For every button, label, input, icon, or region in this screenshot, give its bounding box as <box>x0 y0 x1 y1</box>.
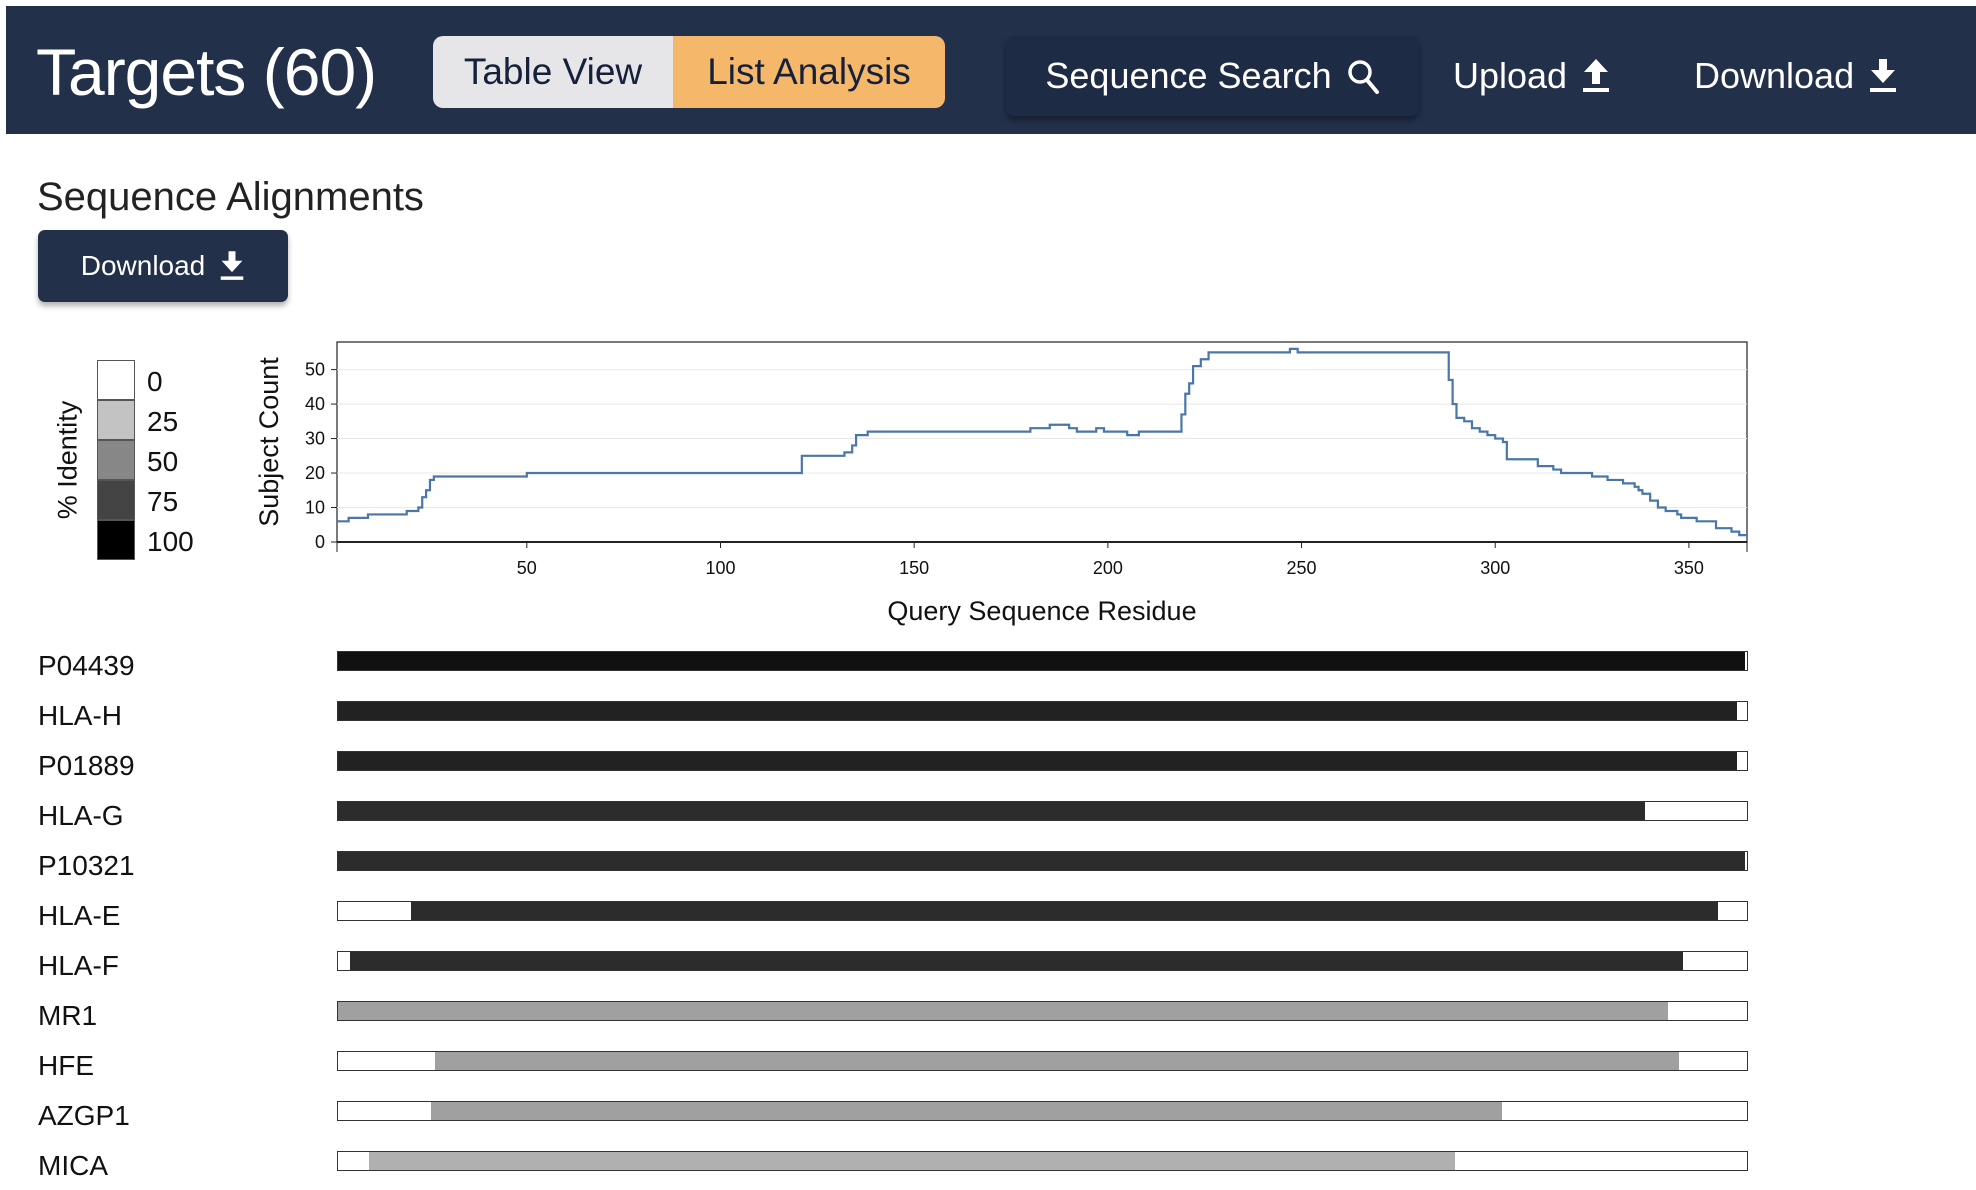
legend-swatch <box>97 520 135 560</box>
alignment-row[interactable]: P10321 <box>0 840 1976 890</box>
alignments-download-label: Download <box>80 250 206 281</box>
alignment-row[interactable]: HLA-H <box>0 690 1976 740</box>
alignment-row-label[interactable]: P01889 <box>38 750 135 781</box>
legend-swatch <box>97 360 135 400</box>
alignment-row[interactable]: HFE <box>0 1040 1976 1090</box>
sequence-search-button[interactable]: Sequence Search <box>1006 36 1419 116</box>
alignment-bar <box>338 802 1645 820</box>
legend-swatch <box>97 400 135 440</box>
alignment-row[interactable]: HLA-G <box>0 790 1976 840</box>
alignment-bar <box>411 902 1719 920</box>
alignment-row[interactable]: MR1 <box>0 990 1976 1040</box>
alignment-track <box>337 901 1748 921</box>
alignment-row-label[interactable]: HLA-H <box>38 700 123 731</box>
x-tick-label: 200 <box>1093 558 1123 578</box>
alignment-track <box>337 1051 1748 1071</box>
alignment-bar <box>338 852 1746 870</box>
y-tick-label: 0 <box>315 532 325 552</box>
x-axis-label: Query Sequence Residue <box>887 596 1196 626</box>
x-tick-label: 350 <box>1674 558 1704 578</box>
alignment-bar <box>338 652 1746 670</box>
alignment-row[interactable]: P01889 <box>0 740 1976 790</box>
y-tick-label: 40 <box>305 394 325 414</box>
alignment-track <box>337 651 1748 671</box>
alignment-bar <box>368 1152 1456 1170</box>
alignment-row[interactable]: HLA-F <box>0 940 1976 990</box>
alignment-bar <box>434 1052 1680 1070</box>
legend-swatch <box>97 440 135 480</box>
alignment-row[interactable]: P04439 <box>0 640 1976 690</box>
alignment-row[interactable]: AZGP1 <box>0 1090 1976 1140</box>
alignment-row-label[interactable]: HFE <box>38 1050 94 1081</box>
legend-label: 50 <box>147 446 179 477</box>
list-analysis-button[interactable]: List Analysis <box>673 36 945 108</box>
alignment-row-label[interactable]: HLA-G <box>38 800 124 831</box>
alignment-track <box>337 1001 1748 1021</box>
y-axis-label: Subject Count <box>254 357 284 527</box>
alignment-row-label[interactable]: P04439 <box>38 650 135 681</box>
alignment-bar <box>338 752 1738 770</box>
alignment-row-label[interactable]: P10321 <box>38 850 135 881</box>
legend-label: 100 <box>147 526 194 557</box>
alignment-track <box>337 751 1748 771</box>
subject-count-chart: 0 10 20 30 40 50 50 100 150 200 250 300 350 Query Seq… <box>254 341 1748 626</box>
alignment-row-label[interactable]: HLA-F <box>38 950 119 981</box>
y-tick-label: 10 <box>305 498 325 518</box>
x-tick-label: 50 <box>517 558 537 578</box>
x-tick-label: 250 <box>1287 558 1317 578</box>
upload-button[interactable]: Upload <box>1453 36 1611 116</box>
top-navbar: Targets (60) Table View List Analysis Se… <box>6 6 1976 134</box>
sequence-search-label: Sequence Search <box>1045 55 1332 96</box>
alignment-track <box>337 951 1748 971</box>
alignment-bar <box>430 1102 1502 1120</box>
legend-swatch <box>97 480 135 520</box>
subject-count-line <box>337 347 1747 537</box>
alignment-row[interactable]: MICA <box>0 1140 1976 1190</box>
legend-label: 75 <box>147 486 179 517</box>
alignment-track <box>337 1151 1748 1171</box>
section-title: Sequence Alignments <box>37 175 424 219</box>
page-title: Targets (60) <box>36 35 377 109</box>
alignment-row-label[interactable]: MR1 <box>38 1000 98 1031</box>
y-tick-label: 30 <box>305 429 325 449</box>
alignments-download-button[interactable]: Download <box>38 230 288 302</box>
x-tick-label: 100 <box>705 558 735 578</box>
y-tick-label: 50 <box>305 360 325 380</box>
alignment-track <box>337 801 1748 821</box>
alignment-bar <box>349 952 1684 970</box>
alignment-row[interactable]: HLA-E <box>0 890 1976 940</box>
alignment-bar <box>338 702 1738 720</box>
alignment-bar <box>338 1002 1668 1020</box>
legend-label: 25 <box>147 406 179 437</box>
alignment-row-label[interactable]: HLA-E <box>38 900 121 931</box>
x-tick-label: 300 <box>1480 558 1510 578</box>
legend-label: 0 <box>147 366 163 397</box>
table-view-button[interactable]: Table View <box>433 36 673 108</box>
alignment-track <box>337 701 1748 721</box>
y-tick-label: 20 <box>305 463 325 483</box>
x-tick-label: 150 <box>899 558 929 578</box>
download-nav-label: Download <box>1694 55 1855 96</box>
alignment-track <box>337 1101 1748 1121</box>
download-icon <box>1870 59 1897 92</box>
search-icon <box>1347 60 1379 94</box>
download-icon <box>220 251 244 280</box>
upload-icon <box>1583 59 1610 92</box>
alignment-row-label[interactable]: MICA <box>38 1150 108 1181</box>
view-toggle: Table View List Analysis <box>433 36 945 108</box>
download-nav-button[interactable]: Download <box>1694 36 1898 116</box>
legend-title: % Identity <box>52 400 83 520</box>
alignment-row-label[interactable]: AZGP1 <box>38 1100 130 1131</box>
alignment-track <box>337 851 1748 871</box>
upload-label: Upload <box>1453 55 1568 96</box>
plot-frame <box>336 341 1748 543</box>
